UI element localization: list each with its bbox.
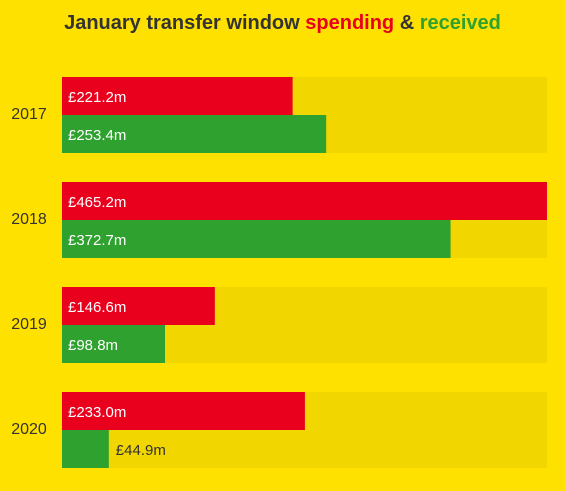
bar-track [62,430,547,468]
data-label: £233.0m [68,404,126,421]
title-amp: & [394,12,420,34]
chart-title: January transfer window spending & recei… [0,12,565,35]
data-label: £98.8m [68,337,118,354]
data-label: £253.4m [68,127,126,144]
spending-bar [62,77,293,115]
data-label: £221.2m [68,89,126,106]
title-received: received [419,12,501,34]
spending-bar [62,182,547,220]
title-spending: spending [305,12,395,34]
received-bar [62,115,327,153]
year-label: 2017 [11,106,47,123]
year-label: 2019 [11,316,47,333]
received-bar [62,220,451,258]
data-label: £44.9m [116,442,166,459]
data-label: £146.6m [68,299,126,316]
spending-bar [62,287,215,325]
year-label: 2018 [11,211,47,228]
data-label: £372.7m [68,232,126,249]
spending-bar [62,392,305,430]
year-label: 2020 [11,421,47,438]
received-bar [62,325,166,363]
received-bar [62,430,109,468]
title-prefix: January transfer window [64,12,306,34]
data-label: £465.2m [68,194,126,211]
